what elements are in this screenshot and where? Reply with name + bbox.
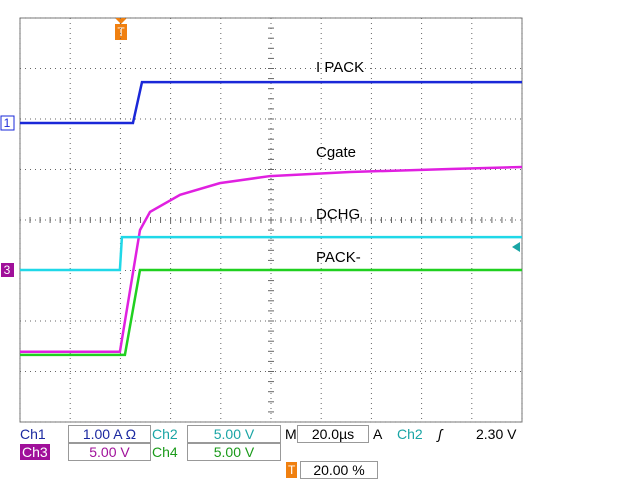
ch2-label: Ch2 <box>152 426 178 442</box>
ch2-scale: 5.00 V <box>187 425 281 443</box>
trigger-source: Ch2 <box>397 426 423 442</box>
ch4-label: Ch4 <box>152 444 178 460</box>
trace <box>20 235 522 272</box>
ch3-marker: 3 <box>4 263 11 277</box>
trigger-marker-box <box>115 24 127 40</box>
timebase-value: 20.0µs <box>297 425 369 443</box>
ch3-marker-box <box>1 263 14 277</box>
trace <box>20 165 523 354</box>
ch3-scale: 5.00 V <box>68 443 151 461</box>
ch1-scale: 1.00 A Ω <box>68 425 151 443</box>
trace-label: Cgate <box>316 144 356 161</box>
trigger-pos-value: 20.00 % <box>300 461 378 479</box>
trace <box>20 80 522 125</box>
timebase-label: M <box>285 426 297 442</box>
trigger-arrow <box>115 18 127 24</box>
ch1-marker-box <box>0 115 15 131</box>
ch4-scale: 5.00 V <box>187 443 281 461</box>
trigger-level-marker <box>512 242 520 252</box>
ch3-label: Ch3 <box>20 444 50 460</box>
ch1-marker: 1 <box>4 116 11 130</box>
trigger-slope: ʃ <box>438 426 443 442</box>
trace-label: PACK- <box>316 249 361 266</box>
trace <box>20 268 522 357</box>
trigger-pos-label: T <box>286 462 298 478</box>
ch1-label: Ch1 <box>20 426 46 442</box>
trace-label: DCHG <box>316 206 360 223</box>
trigger-level: 2.30 V <box>476 426 517 442</box>
trace-label: I PACK <box>316 59 364 76</box>
chart: 1 3 T I PACK Cgate DCHG PACK- <box>0 17 523 423</box>
trigger-label: A <box>373 426 383 442</box>
trigger-marker: T <box>117 25 125 39</box>
